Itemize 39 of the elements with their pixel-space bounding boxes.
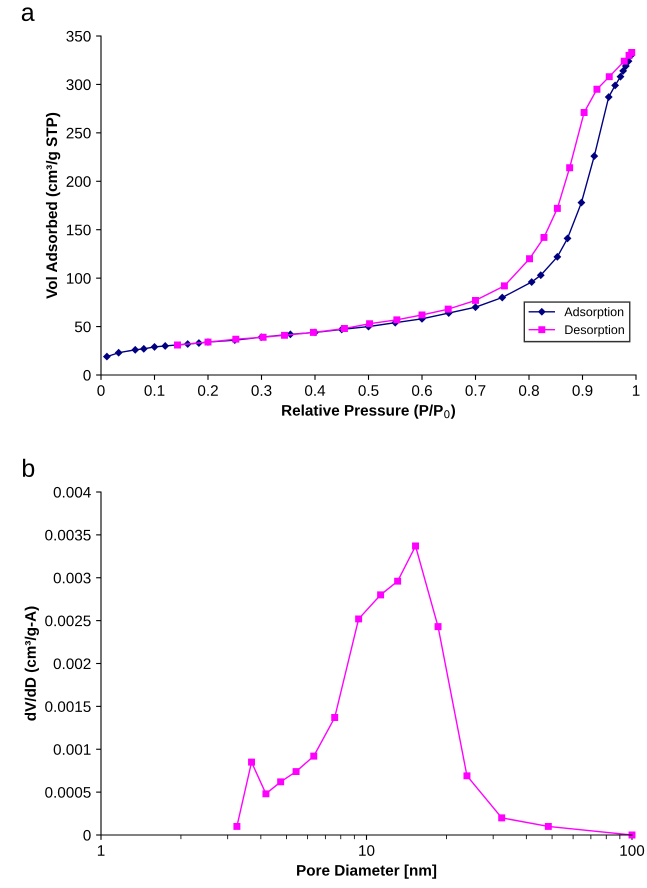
y-tick-label: 0: [83, 370, 91, 381]
x-axis-title: Pore Diameter [nm]: [297, 864, 436, 879]
legend-label: Adsorption: [564, 307, 624, 319]
y-axis-title: dV/dD (cm³/g-A): [24, 606, 39, 721]
x-tick-label: 100: [620, 845, 644, 856]
y-tick-label: 250: [66, 128, 91, 139]
y-tick-label: 0: [83, 830, 91, 841]
y-tick-label: 0.0015: [45, 701, 91, 712]
chart-title: b: [22, 458, 34, 478]
y-tick-label: 0.0025: [45, 615, 91, 626]
y-tick-label: 100: [66, 273, 91, 284]
y-tick-label: 0.0005: [45, 786, 91, 798]
x-tick-label: 0.5: [358, 385, 378, 396]
y-tick-label: 200: [66, 176, 91, 187]
x-tick-label: 0.8: [518, 385, 539, 396]
y-tick-label: 0.001: [54, 744, 91, 755]
y-tick-label: 0.0035: [45, 530, 91, 541]
x-tick-label: 0.2: [198, 385, 218, 396]
x-tick-label: 0.3: [251, 385, 272, 396]
y-tick-label: 0.002: [54, 658, 91, 670]
y-tick-label: 50: [74, 321, 91, 332]
y-tick-label: 0.003: [54, 572, 91, 584]
x-tick-label: 0.4: [304, 385, 326, 396]
x-axis-title: Relative Pressure (P/P$_{0}$): [282, 404, 456, 419]
y-axis-title: Vol Adsorbed (cm³/g STP): [46, 112, 60, 299]
y-tick-label: 150: [66, 224, 91, 236]
y-tick-label: 0.004: [54, 486, 91, 498]
y-tick-label: 300: [66, 79, 91, 90]
y-tick-label: 350: [66, 30, 91, 42]
x-tick-label: 10: [359, 845, 374, 856]
legend-label: Desorption: [565, 324, 624, 337]
x-tick-label: 0.7: [465, 385, 486, 396]
x-tick-label: 1: [98, 845, 105, 856]
x-tick-label: 0: [97, 385, 105, 396]
x-tick-label: 0.9: [572, 385, 592, 396]
chart-title: a: [22, 7, 35, 22]
x-tick-label: 0.6: [412, 385, 432, 396]
x-tick-label: 0.1: [144, 385, 164, 396]
x-tick-label: 1: [632, 385, 640, 396]
